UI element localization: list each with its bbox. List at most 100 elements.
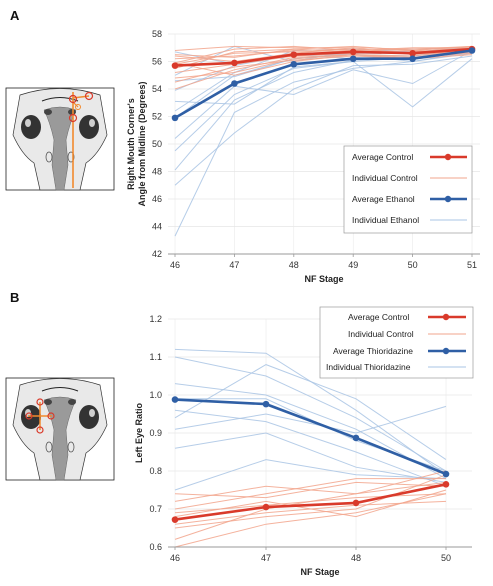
average-treatment-line: [174, 398, 447, 476]
chart-a-legend: Average Control Individual Control Avera…: [343, 145, 473, 234]
average-control-point: [171, 516, 179, 523]
chart-a-axes: 42 44 46 48 50 52 54 56 58 46 47 48 49 50 51 NF Stage Ri…: [126, 29, 480, 284]
chart-b-axes: 0.6 0.7 0.8 0.9 1.0 1.1 1.2 46 47 48 50 NF Stage Lef…: [134, 314, 472, 577]
individual-treatment-line: [174, 364, 447, 461]
legend-label-average-control: Average Control: [348, 312, 409, 322]
average-treatment-point: [290, 60, 298, 68]
average-treatment-point: [171, 396, 179, 403]
legend-marker-average-thioridazine: [442, 347, 450, 355]
x-tick-label: 48: [351, 553, 361, 563]
individual-treatment-line: [174, 356, 447, 472]
legend-marker-average-ethanol: [444, 195, 452, 203]
y-tick-label: 56: [152, 57, 162, 67]
average-control-point: [409, 49, 416, 57]
individual-control-line: [174, 481, 447, 499]
y-tick-label: 1.2: [149, 314, 162, 324]
average-control-point: [352, 499, 360, 507]
x-axis-title: NF Stage: [300, 567, 339, 577]
chart-a: 42 44 46 48 50 52 54 56 58 46 47 48 49 50 51 NF Stage Ri…: [126, 29, 480, 284]
panel-label-a: A: [10, 8, 20, 23]
legend-label-individual-ethanol: Individual Ethanol: [352, 215, 419, 225]
x-tick-label: 50: [408, 260, 418, 270]
y-tick-label: 42: [152, 249, 162, 259]
y-tick-label: 58: [152, 29, 162, 39]
individual-control-line: [174, 474, 447, 529]
chart-b: 0.6 0.7 0.8 0.9 1.0 1.1 1.2 46 47 48 50 NF Stage Lef…: [134, 306, 474, 577]
legend-label-average-ethanol: Average Ethanol: [352, 194, 415, 204]
legend-box: [343, 145, 473, 234]
legend-label-individual-control: Individual Control: [352, 173, 418, 183]
x-tick-label: 51: [467, 260, 477, 270]
individual-control-line: [174, 493, 447, 514]
chart-b-legend: Average Control Individual Control Avera…: [319, 306, 474, 379]
legend-label-average-control: Average Control: [352, 152, 413, 162]
legend-label-individual-thioridazine: Individual Thioridazine: [326, 362, 411, 372]
tadpole-schematic-mouth: [5, 87, 115, 191]
individual-control-line: [174, 48, 472, 65]
average-treatment-point: [442, 470, 450, 478]
individual-treatment-line: [174, 58, 473, 108]
individual-treatment-line: [174, 459, 447, 491]
average-control-line: [174, 47, 473, 67]
individual-treatment-line: [174, 405, 447, 434]
y-tick-label: 1.1: [149, 352, 162, 362]
y-tick-label: 0.6: [149, 542, 162, 552]
y-axis-title: Left Eye Ratio: [134, 402, 144, 463]
chart-a-average-lines: [171, 45, 476, 122]
individual-treatment-line: [174, 50, 473, 152]
individual-control-line: [174, 45, 473, 58]
y-axis-title: Angle from Midline (Degrees): [137, 81, 147, 206]
y-tick-label: 46: [152, 194, 162, 204]
individual-treatment-line: [174, 55, 473, 186]
tadpole-schematic-eye: [5, 377, 115, 481]
x-axis-title: NF Stage: [304, 274, 343, 284]
individual-treatment-line: [174, 50, 473, 139]
individual-control-line: [174, 47, 473, 63]
y-tick-label: 50: [152, 139, 162, 149]
individual-control-line: [174, 500, 447, 525]
chart-b-individual-control-lines: [174, 470, 447, 548]
average-control-point: [262, 503, 270, 511]
y-tick-label: 0.8: [149, 466, 162, 476]
average-treatment-point: [262, 400, 270, 408]
average-treatment-line: [174, 49, 473, 120]
y-tick-label: 54: [152, 84, 162, 94]
y-tick-label: 52: [152, 112, 162, 122]
average-control-point: [290, 51, 298, 58]
y-tick-label: 44: [152, 222, 162, 232]
chart-a-individual-control-lines: [174, 45, 473, 90]
average-control-point: [231, 59, 238, 67]
individual-control-line: [174, 478, 446, 510]
x-tick-label: 49: [348, 260, 358, 270]
average-control-point: [171, 62, 179, 69]
average-control-point: [442, 481, 450, 488]
average-control-line: [174, 483, 447, 521]
panel-label-b: B: [10, 290, 19, 305]
legend-label-average-thioridazine: Average Thioridazine: [333, 346, 413, 356]
average-treatment-point: [231, 80, 238, 87]
x-tick-label: 47: [229, 260, 239, 270]
eye-left-icon: [21, 115, 41, 139]
y-tick-label: 1.0: [149, 390, 162, 400]
x-tick-label: 46: [170, 553, 180, 563]
average-treatment-point: [409, 55, 416, 63]
x-tick-label: 48: [289, 260, 299, 270]
individual-control-line: [174, 481, 447, 540]
average-treatment-point: [349, 55, 357, 63]
y-axis-title: Right Mouth Corner's: [126, 98, 136, 190]
eye-right-icon: [79, 115, 99, 139]
average-treatment-point: [171, 114, 179, 122]
chart-b-average-lines: [171, 396, 450, 523]
individual-control-line: [174, 45, 472, 64]
individual-control-line: [174, 50, 473, 90]
individual-treatment-line: [174, 432, 447, 483]
x-tick-label: 50: [441, 553, 451, 563]
average-control-point: [349, 48, 357, 56]
y-tick-label: 48: [152, 167, 162, 177]
x-tick-label: 46: [170, 260, 180, 270]
x-tick-label: 47: [261, 553, 271, 563]
legend-marker-average-control: [442, 313, 450, 321]
legend-label-individual-control: Individual Control: [348, 329, 414, 339]
y-tick-label: 0.9: [149, 428, 162, 438]
